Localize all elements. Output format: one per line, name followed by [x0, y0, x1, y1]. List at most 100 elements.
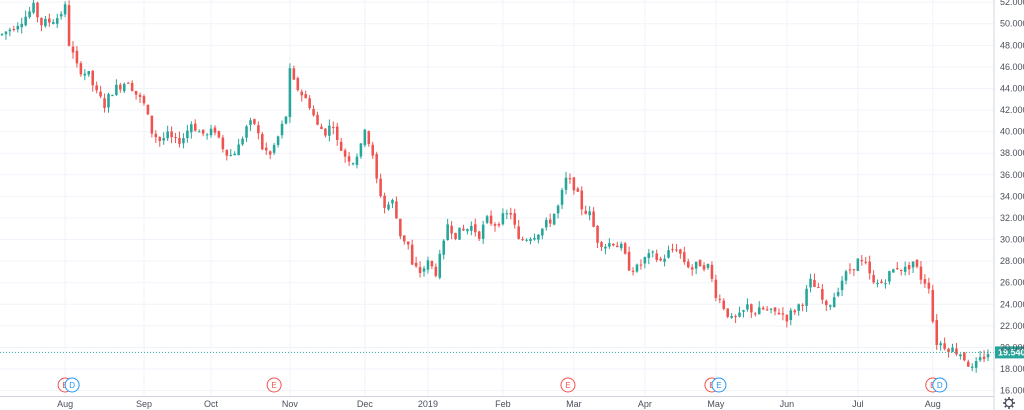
candle [750, 303, 753, 319]
candle-body [481, 224, 485, 239]
candle [608, 238, 611, 249]
candle-body [414, 262, 418, 267]
candle-body [836, 291, 840, 296]
candle-body [872, 274, 875, 283]
candle [825, 299, 828, 312]
candle [584, 205, 587, 215]
settings-icon-wrapper[interactable] [1003, 397, 1015, 409]
y-tick-label: 28.000 [1000, 256, 1024, 266]
candle [580, 186, 584, 216]
candle-body [83, 73, 87, 76]
candle-body [178, 137, 181, 144]
candle-body [868, 261, 871, 274]
candle [87, 71, 91, 77]
candle-body [533, 237, 536, 240]
event-marker-label: E [716, 381, 721, 390]
candle-body [757, 307, 761, 315]
candle [651, 250, 655, 258]
candle-body [805, 288, 808, 306]
event-marker[interactable]: E [560, 377, 576, 393]
candle [162, 132, 165, 145]
candle-body [126, 82, 130, 84]
candle [777, 308, 781, 315]
candle-body [722, 300, 726, 309]
candle [264, 142, 268, 156]
candle-body [489, 215, 493, 224]
candle [844, 269, 848, 285]
candle-body [201, 129, 205, 134]
candle [896, 262, 899, 270]
candle [154, 130, 158, 144]
candle-body [959, 354, 962, 357]
candle [146, 104, 150, 115]
candle-body [600, 242, 603, 248]
gear-icon[interactable] [1003, 397, 1015, 409]
event-marker[interactable]: ED [57, 377, 80, 393]
candle [683, 246, 686, 265]
candle-body [253, 119, 256, 124]
candle [0, 33, 4, 37]
candle-body [343, 150, 347, 157]
candle-body [363, 129, 367, 146]
candle [339, 137, 343, 152]
candle-body [978, 357, 982, 361]
candle [888, 270, 891, 285]
candle-body [237, 144, 240, 156]
candle-body [410, 244, 414, 265]
candle [702, 262, 706, 272]
candle [537, 234, 540, 244]
y-tick-label: 18.000 [1000, 364, 1024, 374]
candle [892, 268, 895, 273]
candle-body [174, 137, 177, 139]
event-marker[interactable]: ED [925, 377, 948, 393]
candle-body [899, 269, 903, 271]
event-marker[interactable]: EE [704, 377, 727, 393]
candle [379, 173, 382, 198]
candle-body [0, 33, 4, 35]
candle [935, 314, 939, 350]
candle-body [671, 248, 674, 250]
candle [347, 151, 351, 167]
candle [36, 1, 39, 23]
event-marker-circle[interactable] [932, 377, 948, 393]
candle [268, 150, 272, 160]
candle-body [264, 147, 268, 151]
candle [967, 359, 970, 368]
event-marker[interactable]: E [266, 377, 282, 393]
candle [166, 125, 169, 141]
candle [639, 259, 643, 270]
candle-body [734, 316, 737, 318]
event-marker-circle[interactable] [266, 377, 282, 393]
candle [785, 314, 789, 328]
candle-body [359, 143, 363, 157]
candle [363, 128, 367, 148]
candle [517, 220, 520, 240]
y-tick-label: 42.000 [1000, 105, 1024, 115]
candle-body [316, 114, 319, 125]
candle [986, 349, 990, 362]
candle [280, 120, 284, 139]
candle-body [576, 188, 580, 192]
candle-body [596, 225, 599, 243]
x-tick-label: Aug [57, 399, 73, 409]
candle-body [773, 307, 777, 312]
y-tick-label: 48.000 [1000, 40, 1024, 50]
y-tick-label: 46.000 [1000, 62, 1024, 72]
event-marker-circle[interactable] [711, 377, 727, 393]
candle-body [272, 145, 276, 153]
candle [288, 63, 292, 124]
candle-body [257, 125, 260, 134]
candle-body [663, 258, 666, 262]
event-marker-circle[interactable] [64, 377, 80, 393]
candle-body [635, 264, 639, 272]
candle-body [138, 94, 142, 97]
candle [955, 342, 958, 357]
event-marker-circle[interactable] [560, 377, 576, 393]
candle-body [726, 308, 729, 317]
candle-body [517, 226, 520, 239]
candle [828, 304, 832, 311]
candle-body [568, 178, 572, 180]
candle-body [477, 231, 481, 239]
